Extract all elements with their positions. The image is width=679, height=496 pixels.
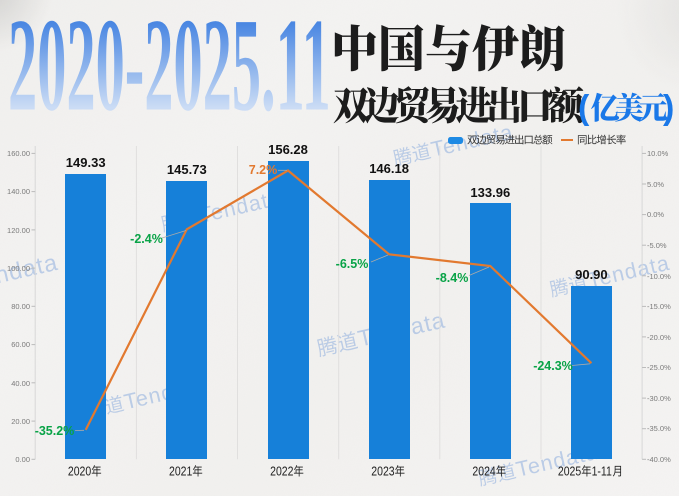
svg-text:(: ( bbox=[578, 89, 590, 127]
svg-text:): ) bbox=[663, 89, 674, 127]
svg-text:2022: 2022 bbox=[270, 466, 293, 479]
svg-text:2023: 2023 bbox=[371, 466, 394, 479]
svg-text:1-11: 1-11 bbox=[592, 466, 612, 479]
svg-text:2024: 2024 bbox=[472, 466, 496, 479]
svg-text:2020: 2020 bbox=[68, 466, 91, 479]
svg-text:2025: 2025 bbox=[558, 466, 581, 479]
svg-text:2021: 2021 bbox=[169, 466, 192, 479]
